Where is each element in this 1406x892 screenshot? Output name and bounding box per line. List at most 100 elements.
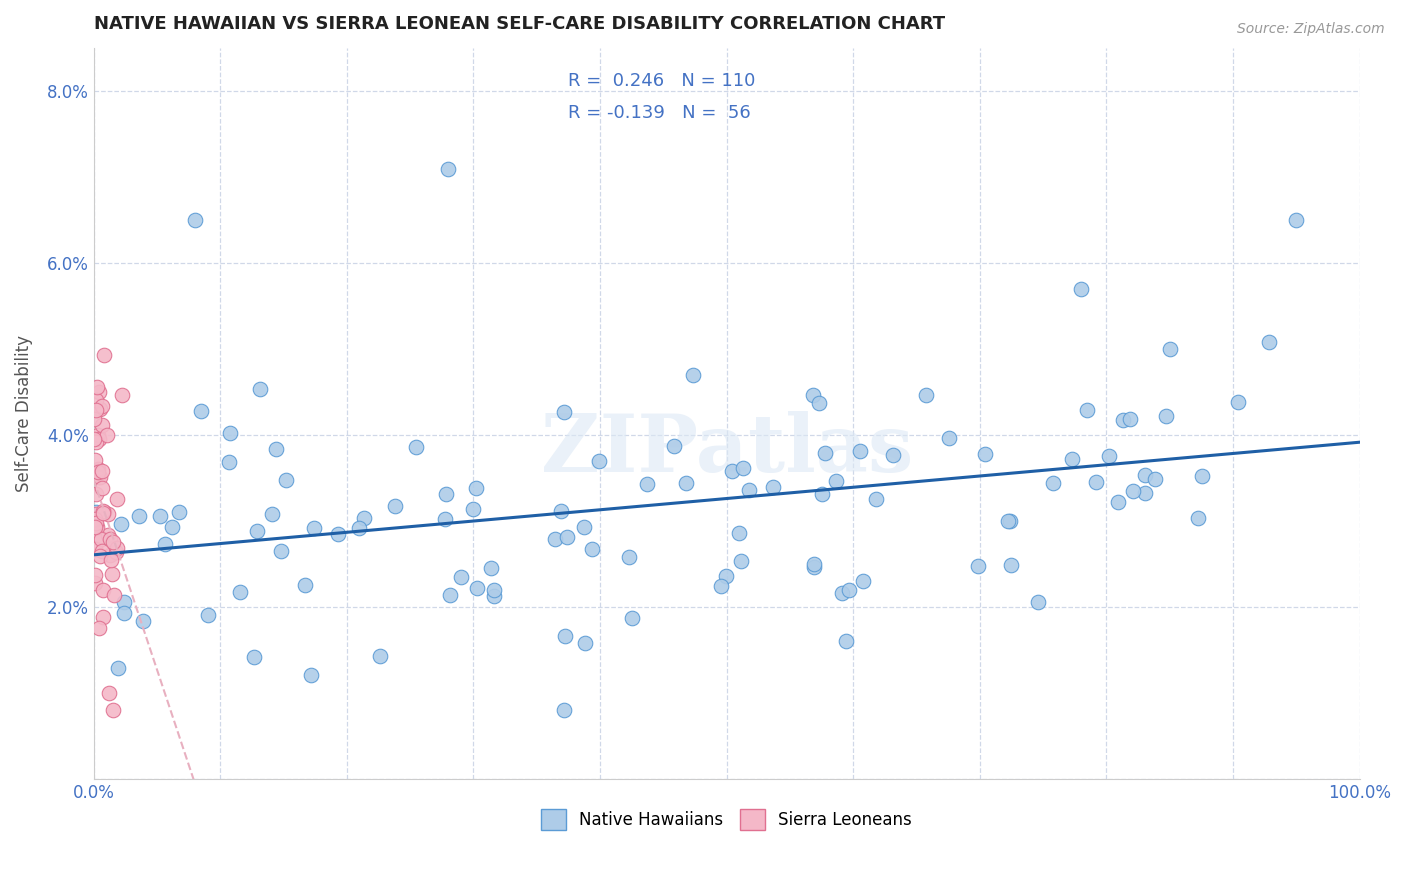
Point: [1076, 403, 1098, 417]
Point: [479, 560, 502, 574]
Text: R = -0.139   N =  56: R = -0.139 N = 56: [568, 103, 751, 121]
Point: [553, 703, 575, 717]
Legend: Native Hawaiians, Sierra Leoneans: Native Hawaiians, Sierra Leoneans: [534, 803, 920, 837]
Point: [662, 439, 685, 453]
Point: [825, 474, 848, 488]
Point: [733, 461, 755, 475]
Point: [86, 464, 108, 478]
Point: [112, 595, 135, 609]
Point: [89, 549, 111, 563]
Point: [100, 553, 122, 567]
Point: [1191, 469, 1213, 483]
Point: [588, 454, 610, 468]
Point: [86, 505, 108, 519]
Point: [184, 213, 207, 227]
Point: [721, 464, 744, 478]
Point: [218, 425, 240, 440]
Point: [83, 512, 105, 526]
Point: [1285, 213, 1308, 227]
Point: [96, 428, 118, 442]
Point: [87, 621, 110, 635]
Point: [1000, 558, 1022, 572]
Point: [103, 534, 125, 549]
Point: [838, 583, 860, 598]
Point: [90, 399, 112, 413]
Point: [465, 581, 488, 595]
Point: [814, 446, 837, 460]
Point: [967, 559, 990, 574]
Point: [86, 520, 108, 534]
Point: [1060, 451, 1083, 466]
Point: [434, 486, 457, 500]
Text: ZIPatlas: ZIPatlas: [540, 411, 912, 489]
Y-axis label: Self-Care Disability: Self-Care Disability: [15, 335, 32, 492]
Point: [197, 608, 219, 623]
Point: [803, 560, 825, 574]
Point: [807, 396, 830, 410]
Point: [621, 611, 644, 625]
Point: [93, 505, 115, 519]
Point: [1042, 476, 1064, 491]
Point: [90, 544, 112, 558]
Point: [294, 578, 316, 592]
Point: [112, 607, 135, 621]
Point: [1026, 595, 1049, 609]
Point: [1159, 343, 1181, 357]
Point: [105, 544, 128, 558]
Point: [274, 473, 297, 487]
Point: [89, 530, 111, 544]
Point: [84, 453, 107, 467]
Point: [1098, 449, 1121, 463]
Point: [86, 403, 108, 417]
Point: [83, 568, 105, 582]
Point: [98, 548, 121, 562]
Point: [557, 530, 579, 544]
Point: [93, 348, 115, 362]
Point: [83, 432, 105, 446]
Point: [84, 487, 107, 501]
Point: [384, 499, 406, 513]
Point: [264, 442, 287, 456]
Point: [914, 388, 936, 402]
Point: [938, 431, 960, 445]
Point: [97, 528, 120, 542]
Point: [675, 476, 697, 491]
Point: [91, 418, 114, 433]
Point: [439, 588, 461, 602]
Text: NATIVE HAWAIIAN VS SIERRA LEONEAN SELF-CARE DISABILITY CORRELATION CHART: NATIVE HAWAIIAN VS SIERRA LEONEAN SELF-C…: [94, 15, 945, 33]
Point: [710, 579, 733, 593]
Point: [101, 703, 124, 717]
Point: [852, 574, 875, 589]
Point: [153, 537, 176, 551]
Point: [101, 566, 124, 581]
Point: [93, 506, 115, 520]
Point: [89, 402, 111, 417]
Point: [353, 511, 375, 525]
Point: [105, 491, 128, 506]
Point: [90, 481, 112, 495]
Text: Source: ZipAtlas.com: Source: ZipAtlas.com: [1237, 22, 1385, 37]
Point: [299, 668, 322, 682]
Point: [110, 516, 132, 531]
Point: [107, 661, 129, 675]
Point: [1122, 484, 1144, 499]
Point: [91, 504, 114, 518]
Point: [111, 388, 134, 402]
Point: [437, 161, 460, 176]
Point: [1107, 495, 1129, 509]
Point: [1112, 413, 1135, 427]
Point: [762, 479, 785, 493]
Point: [304, 520, 326, 534]
Point: [84, 576, 107, 591]
Point: [246, 524, 269, 539]
Point: [91, 610, 114, 624]
Point: [262, 508, 284, 522]
Point: [998, 514, 1021, 528]
Point: [682, 368, 704, 382]
Point: [160, 519, 183, 533]
Point: [249, 382, 271, 396]
Point: [574, 636, 596, 650]
Point: [89, 470, 111, 484]
Point: [87, 470, 110, 484]
Point: [98, 533, 121, 547]
